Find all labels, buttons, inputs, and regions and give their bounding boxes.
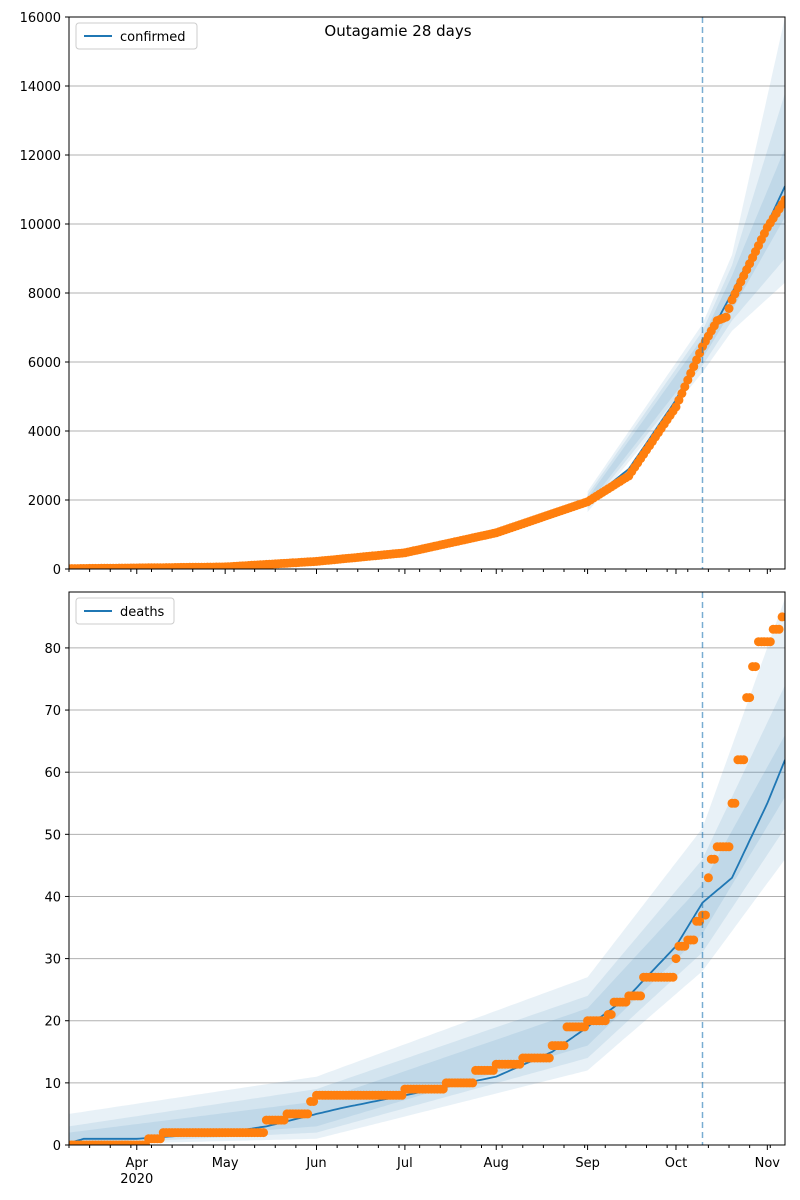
legend-label: deaths xyxy=(120,605,165,620)
y-tick-label: 60 xyxy=(44,766,61,781)
y-tick-label: 40 xyxy=(44,890,61,905)
observed-point xyxy=(559,1041,569,1051)
observed-point xyxy=(671,954,681,964)
observed-point xyxy=(709,854,719,864)
uncertainty-band xyxy=(69,598,785,1145)
x-tick-label: Oct xyxy=(665,1156,687,1171)
uncertainty-band xyxy=(587,92,785,509)
x-tick-label: May xyxy=(212,1156,239,1171)
y-tick-label: 20 xyxy=(44,1015,61,1030)
observed-point xyxy=(544,1053,554,1063)
y-tick-label: 10000 xyxy=(20,218,61,233)
y-tick-label: 0 xyxy=(53,1139,61,1154)
y-tick-label: 30 xyxy=(44,953,61,968)
y-tick-label: 16000 xyxy=(20,11,61,26)
x-tick-label: Aug xyxy=(484,1156,509,1171)
y-tick-label: 8000 xyxy=(28,287,61,302)
observed-point xyxy=(751,662,760,672)
observed-point xyxy=(606,1010,616,1019)
observed-point xyxy=(730,798,740,808)
y-tick-label: 4000 xyxy=(28,425,61,440)
plot-area xyxy=(69,17,785,569)
y-tick-label: 0 xyxy=(53,563,61,578)
observed-point xyxy=(668,972,678,982)
observed-point xyxy=(765,637,775,647)
x-tick-label: Sep xyxy=(575,1156,600,1171)
observed-point xyxy=(468,1078,478,1088)
observed-point xyxy=(692,355,702,365)
observed-point xyxy=(780,195,785,205)
legend-box xyxy=(75,597,175,625)
y-tick-label: 50 xyxy=(44,828,61,843)
x-tick-label: Jul xyxy=(396,1156,413,1171)
y-tick-label: 6000 xyxy=(28,356,61,371)
x-tick-label: Apr xyxy=(126,1156,149,1171)
observed-point xyxy=(689,935,699,945)
x-tick-label: Nov xyxy=(755,1156,781,1171)
x-year-label: 2020 xyxy=(120,1172,153,1187)
observed-point xyxy=(703,873,713,883)
y-tick-label: 14000 xyxy=(20,80,61,95)
legend: deaths xyxy=(75,597,175,625)
observed-point xyxy=(739,755,749,765)
uncertainty-band xyxy=(69,685,785,1145)
observed-point xyxy=(636,991,646,1001)
observed-point xyxy=(674,395,684,405)
y-tick-label: 70 xyxy=(44,704,61,719)
plot-frame xyxy=(68,591,786,1146)
observed-point xyxy=(303,1109,313,1119)
observed-point xyxy=(724,842,734,852)
observed-point xyxy=(671,402,681,412)
observed-point xyxy=(774,624,784,634)
legend-label: confirmed xyxy=(120,30,186,45)
observed-point xyxy=(686,368,696,378)
y-tick-label: 80 xyxy=(44,642,61,657)
legend-box xyxy=(75,22,198,50)
observed-point xyxy=(745,693,755,703)
legend: confirmed xyxy=(75,22,198,50)
y-tick-label: 12000 xyxy=(20,149,61,164)
confirmed-panel: 0 2000 4000 6000 8000 10000 12000 14000 16000 con… xyxy=(20,11,786,578)
observed-point xyxy=(777,612,785,622)
plot-area xyxy=(69,598,785,1145)
chart-title: Outagamie 28 days xyxy=(324,22,471,40)
y-tick-label: 2000 xyxy=(28,494,61,509)
x-tick-label: Jun xyxy=(305,1156,326,1171)
observed-point xyxy=(721,312,731,322)
observed-point xyxy=(259,1128,268,1138)
deaths-panel: 0 10 20 30 40 50 60 70 80 Apr May Jun Jul Aug Sep Oct No… xyxy=(44,591,786,1187)
plot-frame xyxy=(68,16,786,570)
observed-point xyxy=(680,382,690,392)
observed-point xyxy=(724,304,734,313)
y-tick-label: 10 xyxy=(44,1077,61,1092)
